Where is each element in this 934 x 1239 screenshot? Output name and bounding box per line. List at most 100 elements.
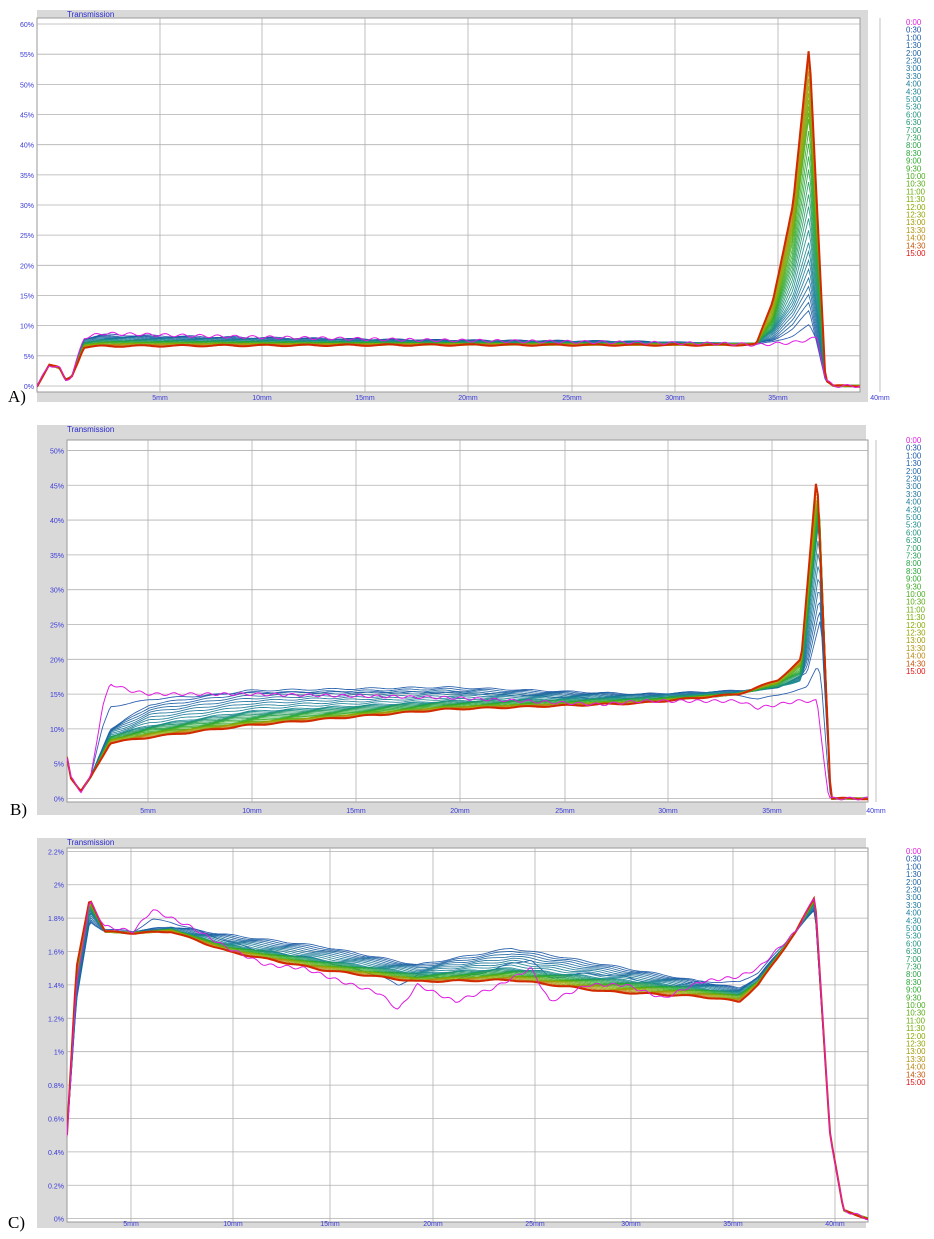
legend-entry: 9:00 <box>906 157 922 166</box>
legend-entry: 7:30 <box>906 963 922 972</box>
legend-entry: 2:00 <box>906 49 922 58</box>
x-tick-label: 10mm <box>242 808 262 815</box>
legend-entry: 4:00 <box>906 80 922 89</box>
legend-entry: 0:30 <box>906 444 922 453</box>
legend-entry: 5:00 <box>906 95 922 104</box>
legend-entry: 1:00 <box>906 33 922 42</box>
series-line-0-00 <box>67 897 868 1221</box>
legend-entry: 6:30 <box>906 118 922 127</box>
series-line-14-00 <box>67 896 868 1220</box>
series-line-0-00 <box>67 683 868 801</box>
legend-entry: 7:00 <box>906 126 922 135</box>
panel-label: C) <box>8 1213 25 1232</box>
legend-entry: 10:00 <box>906 590 926 599</box>
series-line-5-30 <box>67 901 868 1220</box>
legend-entry: 11:00 <box>906 187 926 196</box>
series-line-1-00 <box>67 621 868 800</box>
legend-entry: 14:00 <box>906 1063 926 1072</box>
x-tick-label: 35mm <box>723 1221 743 1228</box>
x-tick-label: 40mm <box>825 1221 845 1228</box>
series-line-15-00 <box>67 483 868 801</box>
legend-entry: 6:30 <box>906 536 922 545</box>
legend-entry: 2:00 <box>906 467 922 476</box>
y-tick-label: 20% <box>20 263 34 270</box>
legend-entry: 10:30 <box>906 180 926 189</box>
y-tick-label: 0.8% <box>48 1083 64 1090</box>
legend-entry: 7:00 <box>906 544 922 553</box>
legend-entry: 14:30 <box>906 1070 926 1079</box>
legend-entry: 13:30 <box>906 226 926 235</box>
legend-entry: 5:30 <box>906 103 922 112</box>
legend-entry: 10:00 <box>906 172 926 181</box>
x-tick-label: 20mm <box>423 1221 443 1228</box>
y-tick-label: 1.6% <box>48 950 64 957</box>
legend-entry: 9:00 <box>906 575 922 584</box>
legend-entry: 0:00 <box>906 436 922 445</box>
legend-entry: 0:00 <box>906 18 922 27</box>
y-tick-label: 1.2% <box>48 1016 64 1023</box>
legend-entry: 9:30 <box>906 582 922 591</box>
x-tick-label: 30mm <box>665 395 685 402</box>
legend-entry: 13:00 <box>906 218 926 227</box>
legend-entry: 10:00 <box>906 1001 926 1010</box>
y-tick-label: 10% <box>50 727 64 734</box>
y-tick-label: 35% <box>50 553 64 560</box>
x-tick-label: 40mm <box>870 395 890 402</box>
legend-entry: 9:00 <box>906 986 922 995</box>
legend-entry: 3:00 <box>906 893 922 902</box>
panel-label: B) <box>10 800 27 819</box>
y-tick-label: 25% <box>20 233 34 240</box>
series-line-15-00 <box>37 51 860 388</box>
legend-entry: 1:00 <box>906 862 922 871</box>
legend-entry: 12:00 <box>906 1032 926 1041</box>
x-tick-label: 25mm <box>555 808 575 815</box>
y-tick-label: 2% <box>54 883 64 890</box>
y-tick-label: 15% <box>20 293 34 300</box>
y-tick-label: 1.8% <box>48 916 64 923</box>
series-line-9-30 <box>67 899 868 1220</box>
legend-entry: 6:00 <box>906 110 922 119</box>
legend-entry: 8:00 <box>906 141 922 150</box>
x-tick-label: 40mm <box>866 808 886 815</box>
plot-area <box>66 847 869 1223</box>
legend-entry: 3:00 <box>906 64 922 73</box>
series-line-4-30 <box>67 902 868 1220</box>
legend-entry: 13:30 <box>906 644 926 653</box>
series-group <box>67 483 868 801</box>
x-tick-label: 10mm <box>252 395 272 402</box>
y-tick-label: 30% <box>20 203 34 210</box>
legend-entry: 5:00 <box>906 924 922 933</box>
legend-entry: 8:30 <box>906 149 922 158</box>
series-line-1-30 <box>67 612 868 800</box>
legend-entry: 0:30 <box>906 855 922 864</box>
y-tick-label: 1.4% <box>48 983 64 990</box>
y-tick-label: 0.6% <box>48 1116 64 1123</box>
legend-entry: 2:30 <box>906 475 922 484</box>
x-tick-label: 35mm <box>762 808 782 815</box>
chart-title: Transmission <box>67 838 114 847</box>
y-tick-label: 10% <box>20 324 34 331</box>
legend-entry: 12:30 <box>906 211 926 220</box>
legend-entry: 6:30 <box>906 947 922 956</box>
legend-entry: 12:30 <box>906 629 926 638</box>
legend-entry: 1:30 <box>906 870 922 879</box>
series-line-10-00 <box>67 899 868 1220</box>
legend-entry: 7:30 <box>906 552 922 561</box>
y-tick-label: 40% <box>50 518 64 525</box>
legend-entry: 1:00 <box>906 451 922 460</box>
legend-entry: 11:30 <box>906 1024 926 1033</box>
chart-panel-b: B) Transmission 0% 5% 10% 15% 20% 25% 30% 35% 40% 4… <box>10 425 926 819</box>
series-group <box>37 51 860 389</box>
series-line-1-30 <box>67 909 868 1220</box>
x-tick-label: 5mm <box>123 1221 139 1228</box>
legend-entry: 6:00 <box>906 939 922 948</box>
legend-entry: 5:30 <box>906 521 922 530</box>
legend-entry: 14:00 <box>906 652 926 661</box>
legend-entry: 15:00 <box>906 1078 926 1087</box>
series-group <box>67 895 868 1221</box>
y-tick-label: 45% <box>50 483 64 490</box>
y-tick-label: 50% <box>50 448 64 455</box>
legend-entry: 0:30 <box>906 26 922 35</box>
